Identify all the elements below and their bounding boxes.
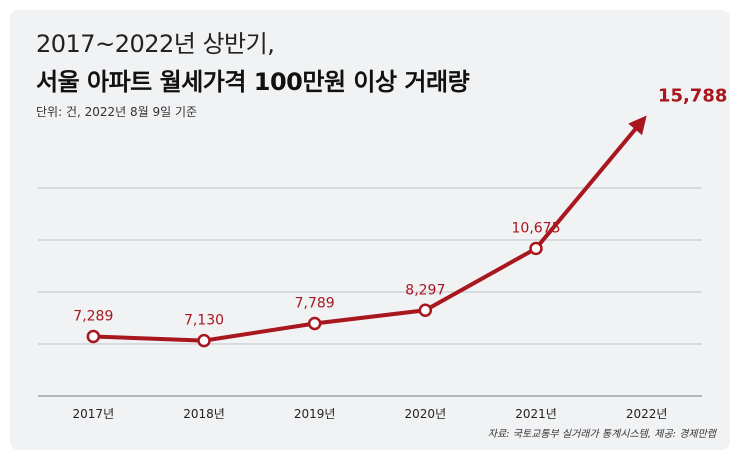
data-point-marker [529, 241, 543, 256]
data-label: 7,289 [73, 308, 113, 324]
x-tick-labels: 2017년 2018년 2019년 2020년 2021년 2022년 [73, 407, 668, 421]
x-tick-label: 2022년 [626, 407, 668, 421]
x-tick-label: 2019년 [294, 407, 336, 421]
line-chart: 2017년 2018년 2019년 2020년 2021년 2022년 7,289 7,13… [38, 86, 727, 421]
series-line-group [86, 115, 647, 348]
data-label: 15,788 [658, 86, 727, 107]
data-point-marker [197, 333, 211, 348]
x-tick-label: 2021년 [515, 407, 557, 421]
chart-title-line1: 2017~2022년 상반기, [36, 30, 275, 58]
data-label: 7,789 [295, 295, 335, 311]
data-label: 7,130 [184, 313, 224, 329]
x-tick-label: 2017년 [73, 407, 115, 421]
data-point-marker [307, 316, 322, 331]
arrowhead-2022 [628, 115, 647, 136]
data-label: 8,297 [405, 282, 445, 298]
chart-title-line2: 서울 아파트 월세가격 100만원 이상 거래량 [36, 68, 470, 96]
data-label: 10,675 [512, 220, 561, 236]
unit-note: 단위: 건, 2022년 8월 9일 기준 [36, 105, 198, 119]
data-point-marker [418, 303, 433, 318]
data-labels: 7,289 7,130 7,789 8,297 10,675 15,788 [73, 86, 727, 329]
chart-card: 2017년 2018년 2019년 2020년 2021년 2022년 7,289 7,13… [10, 10, 730, 450]
x-tick-label: 2018년 [183, 407, 225, 421]
data-point-marker [86, 329, 101, 344]
source-note: 자료: 국토교통부 실거래가 통계시스템, 제공: 경제만랩 [487, 429, 716, 440]
series-line [91, 121, 642, 343]
grid-lines [38, 187, 702, 397]
x-tick-label: 2020년 [405, 407, 447, 421]
